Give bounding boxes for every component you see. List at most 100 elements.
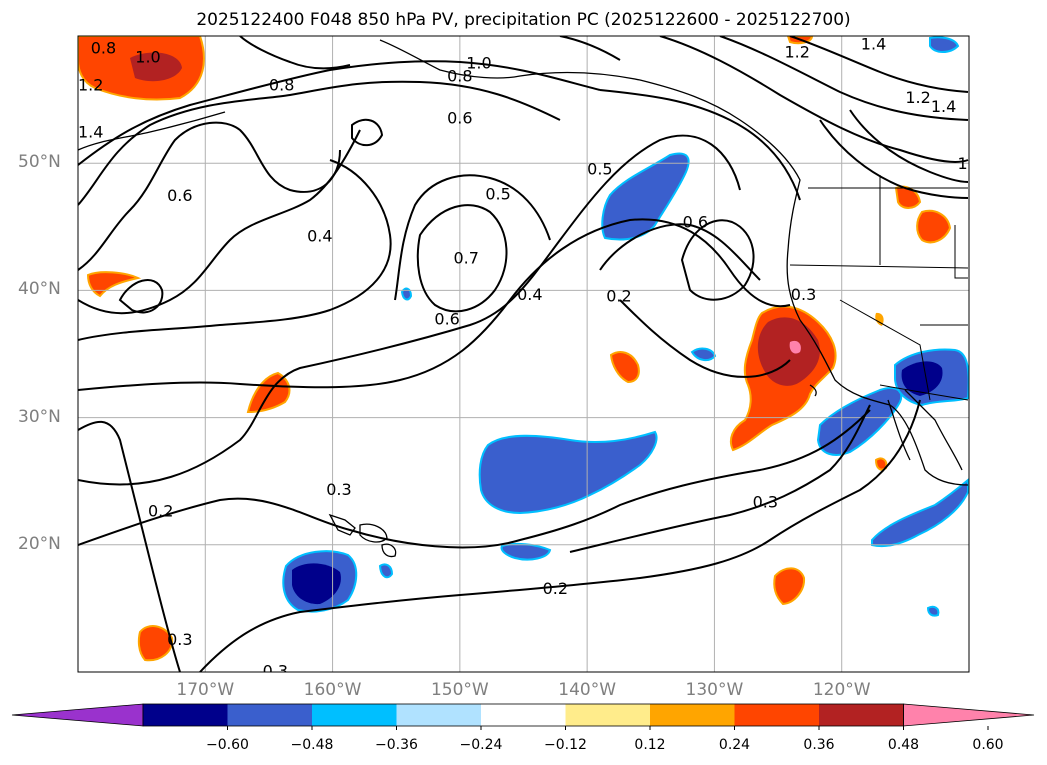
lon-tick-label: 140°W [558,680,617,700]
colorbar-segment [565,704,651,726]
coastlines [78,39,969,558]
colorbar-segment [143,704,228,726]
precip-area [601,152,690,241]
precip-area [609,351,640,384]
pv-contour [199,399,921,672]
pv-contour [118,279,164,314]
contour-label: 0.3 [167,630,192,649]
lat-tick-label: 40°N [18,279,61,300]
precip-area [871,477,969,548]
pv-contour [599,223,761,281]
precip-area [916,209,952,244]
contour-label: 0.4 [307,227,332,246]
pv-contour [78,420,181,672]
pv-contour [659,36,969,163]
pv-contour [239,36,351,70]
precip-area [875,312,884,326]
lat-tick-label: 50°N [18,152,61,173]
colorbar-segment [481,704,566,726]
contour-label: 0.2 [148,501,173,520]
colorbar-tick-label: −0.36 [375,737,418,753]
contour-label: 1.0 [135,47,160,66]
contour-label: 0.6 [447,108,472,127]
contour-label: 0.8 [447,66,472,85]
colorbar-segment [650,704,735,726]
precip-area [901,361,943,396]
island [381,543,397,558]
colorbar-segment [734,704,820,726]
pv-contour [78,409,871,549]
pv-contour [78,80,561,206]
contour-label: 0.6 [167,186,192,205]
lon-tick-label: 160°W [303,680,362,700]
pv-contour [680,219,755,301]
colorbar-extend-min [11,703,144,727]
contour-label: 1.2 [784,42,809,61]
pv-contour [78,60,601,166]
map-title: 2025122400 F048 850 hPa PV, precipitatio… [196,10,851,30]
precip-area [926,605,940,617]
contour-label: 0.5 [485,185,510,204]
precip-area [400,287,413,301]
colorbar-tick-label: −0.24 [459,737,503,753]
colorbar-segment [396,704,482,726]
precipitation-shading [78,36,969,662]
pv-contours [78,36,969,672]
precip-area [137,625,174,662]
colorbar [11,703,1035,730]
lon-tick-label: 170°W [176,680,235,700]
contour-label: 1.4 [931,97,956,116]
lat-tick-label: 20°N [18,533,61,554]
contour-label: 0.3 [753,493,778,512]
contour-label: 0.6 [434,309,459,328]
colorbar-segment [819,704,904,726]
precip-area [86,271,142,298]
precip-area [773,567,806,606]
contour-labels: 0.8 1.01.21.40.60.81.00.80.60.50.50.40.70… [78,36,968,672]
pv-contour [599,89,801,201]
contour-label: 1.2 [905,88,930,107]
colorbar-tick-label: 0.12 [634,737,666,753]
coastline [887,399,911,461]
precip-area [929,36,960,53]
island [359,523,388,543]
precip-area [292,563,341,605]
gridlines [78,36,969,672]
contour-label: 0.4 [517,285,542,304]
island [809,384,817,397]
pv-contour [569,404,871,553]
pv-contour [351,118,384,147]
contour-label: 0.7 [453,248,478,267]
pv-contour [416,204,508,313]
contour-label: 0.2 [543,579,568,598]
border-us-mexico [879,384,969,401]
border-state [954,225,968,279]
lat-tick-label: 30°N [18,406,61,427]
pv-contour [78,159,392,341]
contour-label: 0.5 [587,159,612,178]
colorbar-tick-label: 0.24 [718,737,751,753]
political-borders [789,175,969,401]
contour-label: 0.3 [326,480,351,499]
pv-contour [619,299,791,378]
pv-contour [849,109,969,183]
colorbar-segment [227,704,313,726]
lon-tick-label: 130°W [685,680,744,700]
lon-tick-label: 120°W [812,680,871,700]
map-frame [77,35,970,673]
precip-area [690,347,717,362]
contour-label: 0.8 [91,38,116,57]
contour-label: 1.2 [78,75,103,94]
precip-area [789,340,801,354]
pv-contour [78,134,741,486]
contour-label: 0.2 [606,286,631,305]
lon-tick-label: 150°W [430,680,489,700]
border-state [789,264,969,269]
contour-label: 0.8 [269,75,294,94]
pv-contour [559,36,621,61]
colorbar-extend-max [903,703,1035,727]
contour-label: 0.3 [791,285,816,304]
precip-area [478,430,658,515]
coastline [78,111,226,151]
